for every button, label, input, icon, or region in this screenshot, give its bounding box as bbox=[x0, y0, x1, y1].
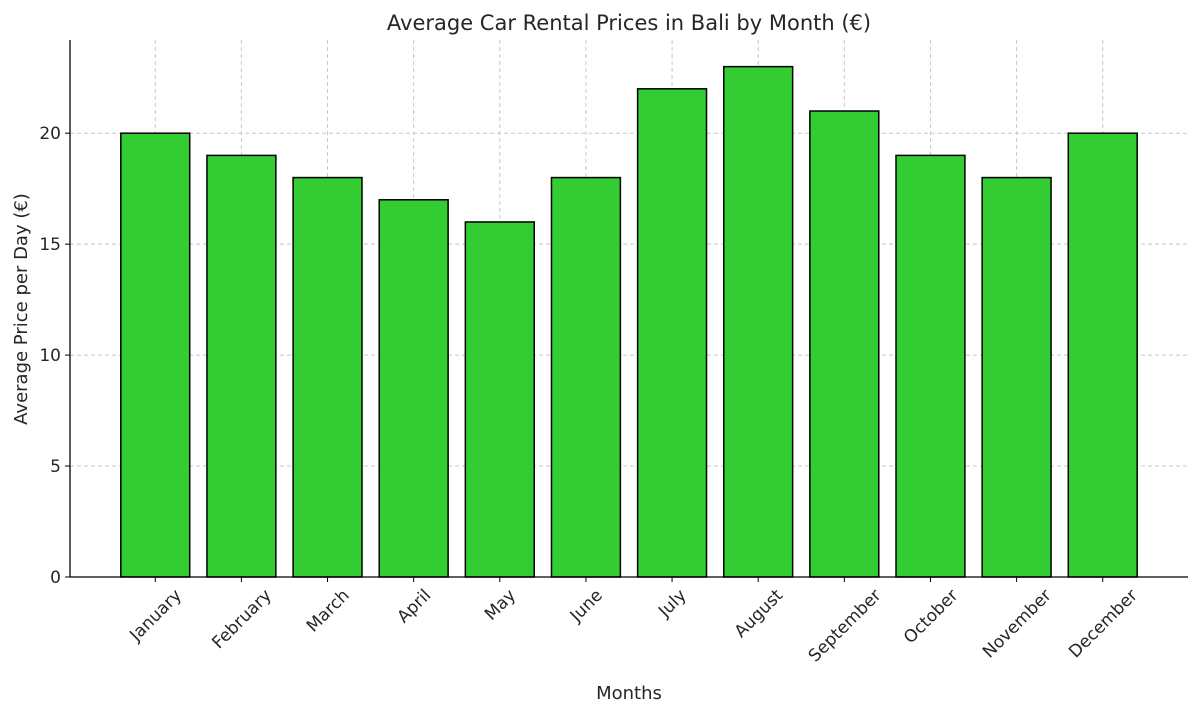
bar-march bbox=[292, 176, 363, 578]
bar-december bbox=[1067, 132, 1138, 578]
x-tick-label-april: April bbox=[394, 586, 436, 628]
axes bbox=[69, 40, 1188, 578]
x-tick-label-december: December bbox=[1065, 586, 1141, 662]
bar-february bbox=[206, 154, 277, 578]
x-tick-label-november: November bbox=[979, 586, 1056, 663]
x-axis-label: Months bbox=[596, 683, 662, 704]
bar-january bbox=[120, 132, 191, 578]
bar-june bbox=[550, 176, 622, 578]
x-tick-label-september: September bbox=[805, 586, 886, 667]
x-tick-label-july: July bbox=[654, 586, 690, 622]
y-tick-label: 0 bbox=[50, 568, 61, 588]
y-ticks: 0 5 10 15 20 bbox=[39, 124, 70, 588]
y-tick-label: 10 bbox=[39, 346, 61, 366]
x-tick-label-january: January bbox=[125, 586, 185, 646]
bars bbox=[120, 65, 1138, 578]
x-tick-label-february: February bbox=[208, 586, 275, 653]
bar-july bbox=[636, 88, 708, 578]
y-tick-label: 15 bbox=[39, 235, 61, 255]
y-tick-label: 5 bbox=[50, 457, 61, 477]
x-tick-label-october: October bbox=[900, 586, 962, 648]
bar-september bbox=[809, 110, 880, 578]
x-tick-label-june: June bbox=[566, 586, 607, 627]
x-tick-label-may: May bbox=[481, 586, 520, 625]
bar-november bbox=[981, 176, 1052, 578]
bar-october bbox=[895, 154, 966, 578]
y-tick-label: 20 bbox=[39, 124, 61, 144]
x-tick-label-august: August bbox=[731, 585, 787, 641]
bar-august bbox=[722, 65, 794, 578]
y-axis-label: Average Price per Day (€) bbox=[11, 193, 32, 425]
chart-title: Average Car Rental Prices in Bali by Mon… bbox=[387, 11, 871, 35]
x-tick-label-march: March bbox=[303, 586, 354, 637]
bar-april bbox=[378, 199, 449, 578]
bar-may bbox=[464, 221, 536, 578]
x-ticks: January February March April May June July Augu… bbox=[125, 577, 1142, 667]
